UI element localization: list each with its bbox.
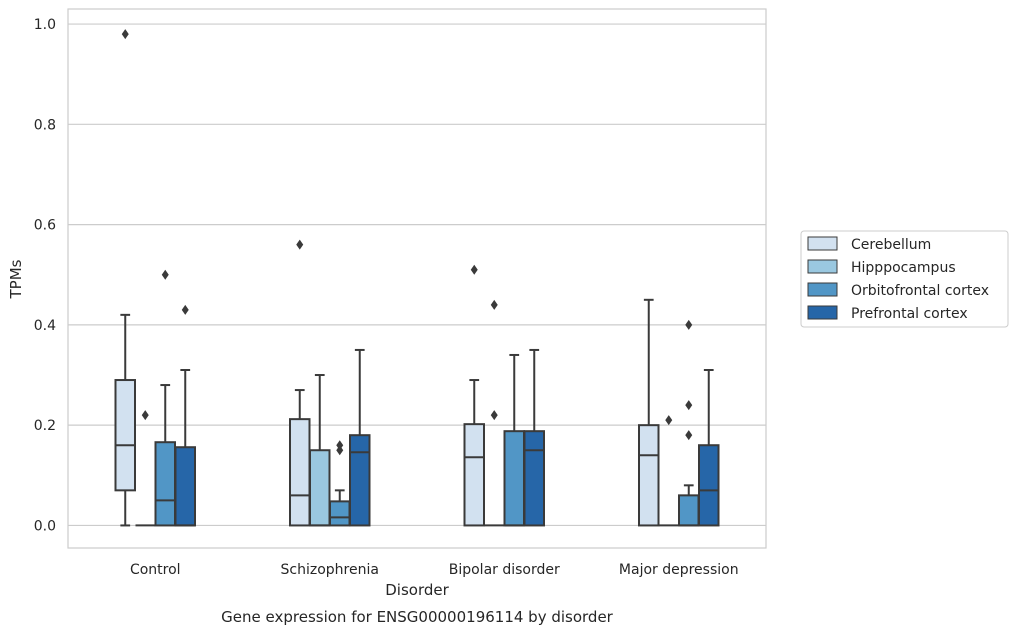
x-tick-labels: Control Schizophrenia Bipolar disorder Majo… (130, 562, 739, 578)
x-tick-label: Schizophrenia (281, 562, 379, 578)
legend-label: Orbitofrontal cortex (851, 283, 989, 299)
outlier-point (685, 319, 693, 330)
box-iqr (154, 441, 176, 527)
x-axis-label: Disorder (385, 581, 449, 599)
legend-frame (800, 230, 1009, 328)
outlier-point (161, 269, 169, 280)
legend-swatch (807, 236, 838, 251)
legend-item: Prefrontal cortex (807, 305, 968, 322)
box-iqr (698, 444, 720, 527)
boxes (114, 29, 720, 527)
box-iqr (114, 379, 136, 492)
box-prefrontal-cortex (698, 369, 720, 527)
x-tick-label: Control (130, 562, 181, 578)
y-tick-labels: 0.0 0.2 0.4 0.6 0.8 1.0 (34, 17, 56, 534)
outlier-point (141, 410, 149, 421)
box-iqr (503, 430, 525, 527)
box-iqr (174, 446, 196, 527)
box-cerebellum (638, 298, 660, 527)
y-tick-label: 0.0 (34, 518, 56, 534)
box-orbitofrontal-cortex (154, 269, 176, 527)
box-iqr (523, 430, 545, 527)
x-tick-label: Major depression (619, 562, 739, 578)
outlier-point (490, 410, 498, 421)
box-hipppocampus (484, 299, 504, 527)
box-orbitofrontal-cortex (678, 319, 700, 527)
figure-caption: Gene expression for ENSG00000196114 by d… (221, 608, 614, 626)
box-prefrontal-cortex (174, 304, 196, 527)
y-axis-label: TPMs (7, 259, 25, 299)
legend-swatch (807, 305, 838, 320)
y-tick-label: 1.0 (34, 17, 56, 33)
outlier-point (296, 239, 304, 250)
box-orbitofrontal-cortex (329, 440, 351, 527)
box-prefrontal-cortex (349, 348, 371, 527)
legend-label: Hipppocampus (851, 260, 956, 276)
box-iqr (289, 418, 311, 527)
box-iqr (349, 434, 371, 527)
legend-swatch (807, 259, 838, 274)
legend-label: Prefrontal cortex (851, 306, 968, 322)
box-iqr (463, 423, 485, 527)
legend-item: Cerebellum (807, 236, 931, 253)
y-tick-label: 0.6 (34, 218, 56, 234)
box-iqr (678, 494, 700, 527)
outlier-point (685, 400, 693, 411)
outlier-point (490, 299, 498, 310)
outlier-point (685, 430, 693, 441)
box-hipppocampus (135, 410, 155, 527)
legend-item: Hipppocampus (807, 259, 956, 276)
box-cerebellum (463, 264, 485, 527)
y-tick-label: 0.8 (34, 117, 56, 133)
box-cerebellum (114, 29, 136, 527)
plot-frame (67, 8, 767, 549)
y-tick-label: 0.2 (34, 418, 56, 434)
outlier-point (470, 264, 478, 275)
x-tick-label: Bipolar disorder (449, 562, 560, 578)
outlier-point (665, 415, 673, 426)
box-iqr (329, 500, 351, 527)
outlier-point (336, 445, 344, 456)
box-hipppocampus (309, 374, 331, 527)
legend: Cerebellum Hipppocampus Orbitofrontal cort… (800, 230, 1009, 328)
y-tick-label: 0.4 (34, 318, 56, 334)
box-iqr (638, 424, 660, 527)
outlier-point (336, 440, 344, 451)
outlier-point (121, 29, 129, 40)
box-prefrontal-cortex (523, 348, 545, 527)
box-orbitofrontal-cortex (503, 353, 525, 527)
outlier-point (181, 304, 189, 315)
box-hipppocampus (659, 415, 679, 527)
box-cerebellum (289, 239, 311, 527)
box-iqr (309, 449, 331, 527)
legend-label: Cerebellum (851, 237, 931, 253)
legend-item: Orbitofrontal cortex (807, 282, 989, 299)
legend-swatch (807, 282, 838, 297)
